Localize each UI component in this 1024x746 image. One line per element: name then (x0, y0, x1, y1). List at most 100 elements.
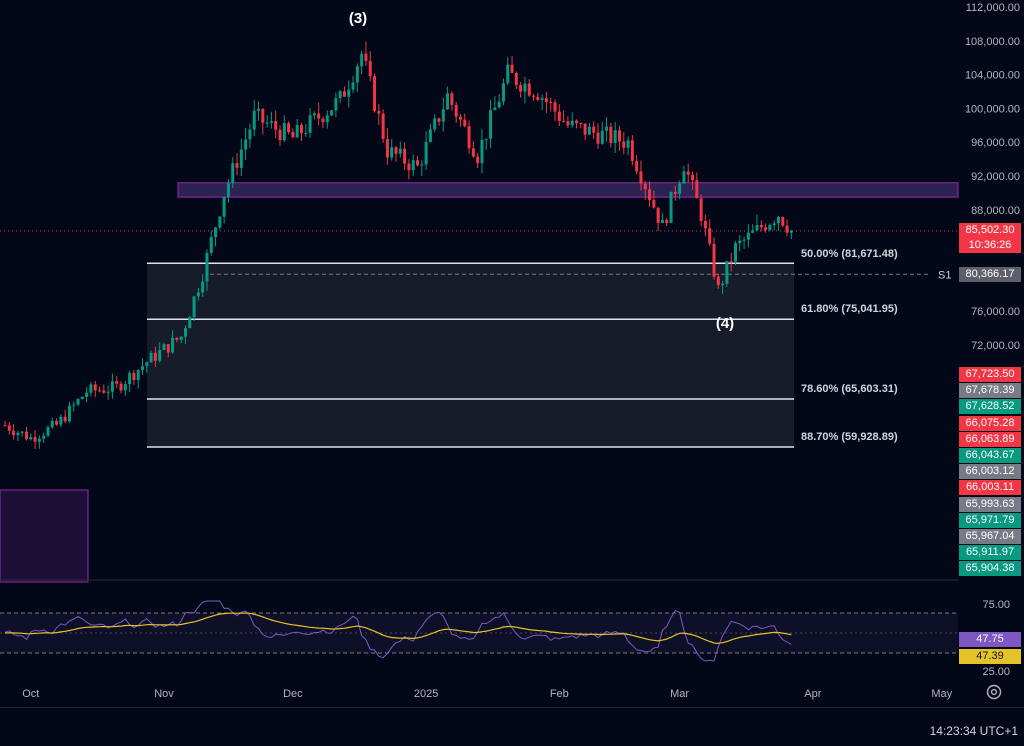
candle-body (523, 83, 527, 92)
rsi-tick-label: 75.00 (982, 599, 1010, 611)
countdown-tag: 10:36:26 (959, 237, 1021, 253)
candle-body (398, 148, 402, 154)
candle-body (128, 372, 132, 385)
candle-body (639, 171, 643, 184)
candle-body (751, 230, 755, 233)
candle-body (450, 93, 454, 105)
candle-body (222, 196, 226, 217)
candle-body (403, 148, 407, 164)
candle-body (635, 161, 639, 172)
drawing-box (0, 489, 89, 583)
axis-price-tag: 65,993.63 (959, 496, 1021, 512)
candle-body (239, 149, 243, 168)
candle-body (407, 163, 411, 171)
candle-body (596, 132, 600, 144)
candle-body (587, 126, 591, 135)
candle-body (29, 437, 33, 440)
candle-body (725, 261, 729, 284)
axis-price-tag: 66,075.28 (959, 415, 1021, 431)
candle-body (98, 390, 102, 392)
candle-body (63, 416, 67, 422)
candle-body (342, 91, 346, 97)
candle-body (476, 156, 480, 164)
rsi-tick-label: 25.00 (982, 666, 1010, 678)
axis-price-tag: 67,628.52 (959, 399, 1021, 415)
candle-body (106, 391, 110, 393)
gear-icon[interactable] (985, 683, 1003, 701)
candle-body (364, 53, 368, 62)
candle-body (244, 139, 248, 150)
candle-body (626, 140, 630, 148)
candle-body (532, 95, 536, 97)
candle-body (617, 130, 621, 142)
candle-body (583, 123, 587, 135)
candle-body (484, 138, 488, 140)
candle-body (231, 163, 235, 184)
candle-body (42, 435, 46, 439)
candle-body (67, 405, 71, 422)
fib-level-label: 78.60% (65,603.31) (801, 383, 898, 395)
candle-body (102, 390, 106, 393)
candle-body (544, 98, 548, 103)
candle-body (299, 124, 303, 134)
y-tick-label: 88,000.00 (971, 205, 1020, 217)
candle-body (24, 431, 28, 440)
candle-body (226, 183, 230, 197)
candle-body (119, 383, 123, 391)
candle-body (201, 281, 205, 293)
candle-body (85, 392, 89, 398)
resistance-zone (177, 182, 959, 198)
x-tick-label: Apr (804, 688, 821, 700)
candle-body (420, 164, 424, 166)
axis-price-tag: 66,003.12 (959, 464, 1021, 480)
candle-body (360, 53, 364, 67)
candle-body (493, 107, 497, 111)
candle-body (312, 113, 316, 116)
candle-body (549, 102, 553, 104)
candle-body (55, 420, 59, 425)
candle-body (46, 427, 50, 436)
candle-body (665, 219, 669, 224)
last-price-tag: 85,502.30 (959, 222, 1021, 238)
candle-body (377, 110, 381, 114)
candle-body (295, 124, 299, 138)
candle-body (175, 337, 179, 340)
fib-box (147, 263, 794, 448)
x-tick-label: Nov (154, 688, 174, 700)
price-chart[interactable]: 50.00% (81,671.48) 61.80% (75,041.95) 78.6… (0, 0, 1024, 707)
candle-body (609, 126, 613, 143)
candle-body (716, 276, 720, 286)
candle-body (454, 104, 458, 117)
y-tick-label: 100,000.00 (965, 103, 1020, 115)
candle-body (553, 102, 557, 112)
candle-body (76, 399, 80, 405)
candle-body (759, 224, 763, 228)
candle-body (248, 129, 252, 140)
candle-body (188, 317, 192, 329)
candle-body (330, 110, 334, 116)
candle-body (733, 243, 737, 262)
candle-body (12, 430, 16, 436)
candle-body (703, 220, 707, 229)
candle-body (652, 199, 656, 208)
axis-price-tag: 66,063.89 (959, 431, 1021, 447)
candle-body (123, 384, 127, 391)
candle-body (764, 227, 768, 230)
x-tick-label: Dec (283, 688, 303, 700)
candle-body (738, 240, 742, 244)
candle-body (261, 108, 265, 123)
candle-body (235, 163, 239, 168)
candle-body (570, 120, 574, 126)
candle-body (291, 131, 295, 138)
candle-body (643, 183, 647, 190)
y-tick-label: 108,000.00 (965, 36, 1020, 48)
candle-body (179, 336, 183, 340)
candle-body (416, 160, 420, 166)
x-tick-label: Mar (670, 688, 689, 700)
candle-body (772, 223, 776, 226)
candle-body (514, 73, 518, 86)
axis-price-tag: 66,043.67 (959, 448, 1021, 463)
candle-body (441, 109, 445, 122)
candle-body (673, 191, 677, 194)
